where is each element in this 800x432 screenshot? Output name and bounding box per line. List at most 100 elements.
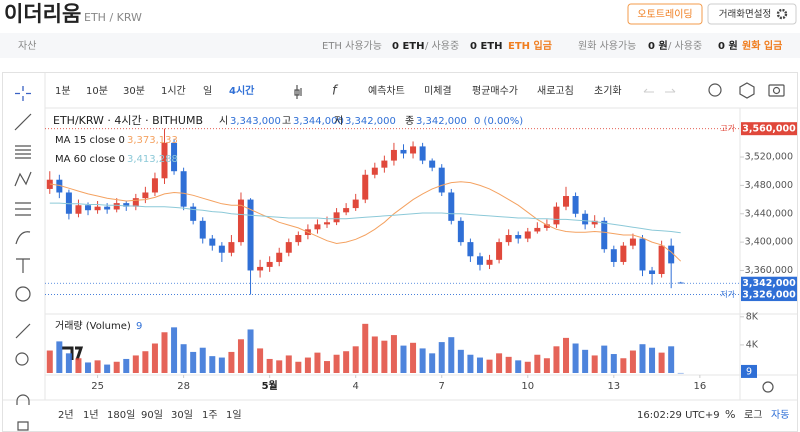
candle-body [199, 220, 206, 239]
toolbar-action[interactable]: 미체결 [424, 85, 452, 97]
pair: ETH / KRW [84, 11, 142, 24]
lock-tool[interactable] [17, 421, 29, 431]
ma-legend-value: 3,373,133 [127, 135, 178, 146]
percent-toggle[interactable]: % [725, 408, 735, 421]
candle-body [429, 160, 436, 168]
line-tool[interactable] [14, 113, 32, 131]
toolbar-action[interactable]: 초기화 [594, 85, 622, 97]
range-button[interactable]: 1주 [202, 410, 218, 421]
volume-bar [132, 355, 139, 373]
alert-icon[interactable] [708, 83, 722, 97]
range-button[interactable]: 30일 [171, 409, 193, 421]
undo-redo-icons[interactable] [643, 88, 676, 93]
x-tick-label: 28 [177, 381, 190, 392]
chart-settings-icon[interactable] [762, 381, 774, 393]
brush-tool[interactable] [15, 231, 31, 245]
volume-bar [419, 348, 426, 373]
volume-bar [237, 339, 244, 373]
candle-body [553, 206, 560, 225]
volume-bar [75, 358, 82, 373]
range-button[interactable]: 180일 [107, 409, 135, 421]
volume-bar [180, 344, 187, 373]
settings-label: 거래화면설정 [719, 9, 771, 20]
text-tool[interactable] [16, 258, 30, 273]
volume-tick-label: 8K [746, 311, 759, 322]
candle-body [209, 238, 216, 246]
price-chart: 3,360,000 3,400,000 3,440,000 3,480,000 3,52… [45, 114, 797, 392]
candle-body [123, 203, 130, 207]
moving-average [49, 202, 681, 234]
log-toggle[interactable]: 로그 [744, 410, 762, 421]
candle-body [620, 245, 627, 262]
interval-button[interactable]: 1분 [55, 85, 71, 97]
candle-body [515, 235, 522, 239]
interval-button[interactable]: 일 [203, 85, 212, 97]
volume-bar [228, 351, 235, 373]
candle-body [400, 149, 407, 154]
volume-value: 9 [136, 321, 142, 332]
volume-bar [56, 341, 63, 373]
chart-title: ETH/KRW · 4시간 · BITHUMB [53, 114, 203, 127]
asset-text: 0 ETH [470, 41, 502, 52]
crosshair-tool[interactable] [15, 86, 31, 101]
interval-button[interactable]: 1시간 [161, 85, 186, 97]
volume-bar [218, 357, 225, 373]
channel-tool[interactable] [15, 202, 31, 216]
ruler-tool[interactable] [15, 323, 31, 339]
auto-toggle[interactable]: 자동 [771, 409, 789, 421]
ohlc-value: 3,342,000 [416, 116, 467, 127]
change-value: 0 (0.00%) [474, 116, 523, 127]
range-button[interactable]: 1년 [83, 409, 99, 421]
y-tick-label: 3,520,000 [745, 152, 793, 163]
price-badge-label: 3,560,000 [742, 124, 796, 135]
range-button[interactable]: 90일 [141, 409, 163, 421]
snapshot-icon[interactable] [768, 84, 785, 97]
volume-bar [161, 332, 168, 373]
candle-body [228, 242, 235, 253]
candle-body [257, 266, 264, 271]
volume-bar [582, 349, 589, 373]
indicator-icon[interactable]: f [332, 84, 339, 99]
pattern-tool[interactable] [14, 171, 32, 187]
chart-type-icon[interactable] [294, 85, 302, 99]
candle-body [171, 142, 178, 172]
emoji-tool[interactable] [15, 286, 31, 302]
volume-bar [65, 353, 72, 373]
y-tick-label: 3,440,000 [745, 208, 793, 219]
interval-button[interactable]: 4시간 [229, 84, 255, 97]
settings-button[interactable] [707, 3, 797, 25]
interval-button[interactable]: 10분 [86, 85, 108, 97]
candle-body [572, 196, 579, 214]
range-button[interactable]: 2년 [58, 409, 74, 421]
volume-bar [304, 357, 311, 373]
ohlc-value: 3,342,000 [345, 116, 396, 127]
zoom-tool[interactable] [15, 352, 29, 366]
interval-button[interactable]: 30분 [123, 85, 145, 97]
deposit-link[interactable]: 원화 입금 [742, 39, 782, 52]
asset-text: 0 원 [648, 39, 668, 52]
toolbar-action[interactable]: 예측차트 [368, 85, 405, 97]
x-tick-label: 25 [91, 381, 104, 392]
autotrade-button[interactable] [627, 3, 703, 25]
toolbar-action[interactable]: 평균매수가 [472, 85, 518, 97]
volume-bar [534, 354, 541, 373]
candle-body [161, 142, 168, 179]
settings-icon[interactable] [739, 82, 755, 99]
price-badge [741, 122, 797, 136]
asset-text: / 사용중 [668, 40, 702, 52]
candle-body [457, 220, 464, 243]
volume-bar [467, 354, 474, 373]
volume-bar [276, 360, 283, 373]
ma-legend-value: 3,413,288 [127, 154, 178, 165]
volume-bar [142, 351, 149, 373]
deposit-link[interactable]: ETH 입금 [508, 39, 552, 52]
candle-body [324, 222, 331, 225]
fib-tool[interactable] [15, 145, 31, 159]
range-button[interactable]: 1일 [226, 409, 242, 421]
volume-bar [476, 357, 483, 373]
magnet-tool[interactable] [16, 394, 30, 405]
toolbar-action[interactable]: 새로고침 [537, 85, 574, 97]
volume-bar [362, 323, 369, 373]
candle-body [343, 208, 350, 213]
candle-body [266, 261, 273, 267]
